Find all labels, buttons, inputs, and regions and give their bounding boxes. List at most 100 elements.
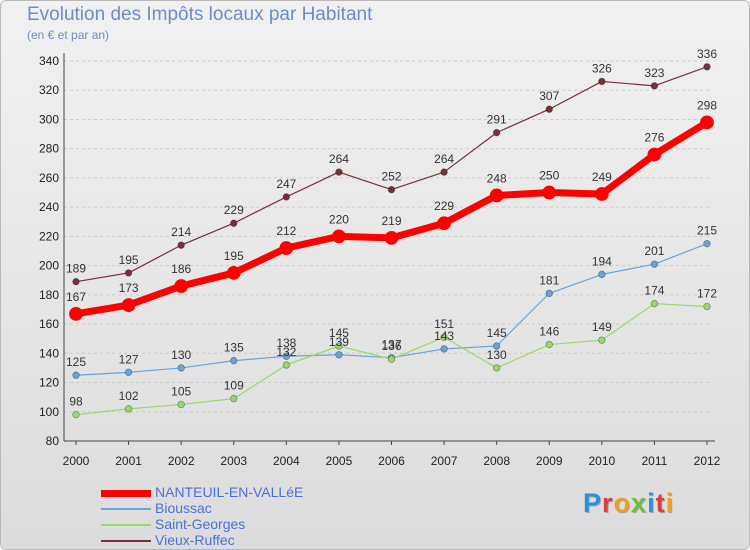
y-tick-label: 160 xyxy=(39,317,59,331)
data-label: 173 xyxy=(119,281,139,295)
data-point xyxy=(703,239,711,248)
data-label: 136 xyxy=(381,339,401,353)
x-tick-label: 2000 xyxy=(63,454,90,468)
data-label: 307 xyxy=(539,89,559,103)
data-point xyxy=(124,269,133,277)
data-label: 326 xyxy=(592,61,612,75)
data-label: 249 xyxy=(592,170,612,184)
data-label: 229 xyxy=(434,199,454,213)
legend-swatch xyxy=(101,508,151,510)
data-point xyxy=(545,105,553,113)
data-point xyxy=(384,230,399,245)
data-point xyxy=(177,241,185,249)
data-label: 145 xyxy=(487,326,507,340)
legend-label: NANTEUIL-EN-VALLéE xyxy=(155,484,304,500)
x-tick-label: 2001 xyxy=(115,454,142,468)
chart-subtitle: (en € et par an) xyxy=(27,28,110,42)
data-point xyxy=(230,219,238,227)
data-label: 194 xyxy=(592,254,612,268)
legend-item: NANTEUIL-EN-VALLéE xyxy=(101,484,401,501)
data-point xyxy=(387,355,396,363)
data-point xyxy=(437,216,451,231)
data-label: 248 xyxy=(487,171,507,185)
legend-label: Saint-Georges xyxy=(155,516,246,532)
data-label: 125 xyxy=(66,355,86,369)
x-tick-label: 2004 xyxy=(273,454,300,468)
logo-letter: i xyxy=(647,488,656,518)
data-label: 130 xyxy=(171,348,191,362)
data-label: 250 xyxy=(539,169,559,183)
logo-letter: r xyxy=(602,488,614,518)
data-point xyxy=(124,368,133,377)
y-tick-label: 260 xyxy=(39,171,59,185)
data-label: 336 xyxy=(697,47,717,61)
data-label: 167 xyxy=(66,290,86,304)
logo-letter: x xyxy=(631,488,648,518)
data-point xyxy=(335,168,343,176)
data-label: 138 xyxy=(276,336,296,350)
data-point xyxy=(492,342,501,350)
data-label: 139 xyxy=(329,335,349,349)
data-point xyxy=(650,260,659,268)
data-point xyxy=(594,187,609,201)
data-label: 102 xyxy=(119,389,139,403)
data-label: 264 xyxy=(434,152,454,166)
y-tick-label: 300 xyxy=(39,112,59,126)
data-point xyxy=(121,298,136,312)
data-label: 215 xyxy=(697,224,717,238)
data-label: 127 xyxy=(119,352,139,366)
data-point xyxy=(545,289,553,298)
legend-label: Vieux-Ruffec xyxy=(155,532,235,548)
data-point xyxy=(598,336,606,344)
data-label: 276 xyxy=(644,131,664,145)
x-tick-label: 2006 xyxy=(378,454,405,468)
x-tick-label: 2008 xyxy=(483,454,510,468)
data-label: 220 xyxy=(329,212,349,226)
data-label: 252 xyxy=(381,170,401,184)
data-point xyxy=(700,115,714,130)
y-tick-label: 80 xyxy=(46,434,60,448)
legend-swatch xyxy=(101,489,151,497)
data-label: 130 xyxy=(487,348,507,362)
x-tick-label: 2007 xyxy=(431,454,458,468)
data-label: 247 xyxy=(276,177,296,191)
proxiti-logo: Proxiti xyxy=(583,488,674,519)
data-label: 135 xyxy=(224,341,244,355)
y-tick-label: 140 xyxy=(39,346,59,360)
data-label: 264 xyxy=(329,152,349,166)
logo-letter: P xyxy=(583,488,603,518)
logo-letter: o xyxy=(613,488,632,518)
data-label: 195 xyxy=(119,253,139,267)
x-tick-label: 2003 xyxy=(220,454,247,468)
data-point xyxy=(282,361,291,369)
data-label: 172 xyxy=(697,287,717,301)
legend-item: Vieux-Ruffec xyxy=(101,532,401,549)
data-point xyxy=(703,63,711,71)
data-point xyxy=(440,345,448,353)
data-point xyxy=(124,405,133,413)
data-point xyxy=(440,168,448,176)
data-point xyxy=(335,351,343,359)
data-point xyxy=(650,299,659,308)
data-point xyxy=(598,77,606,86)
data-label: 149 xyxy=(592,320,612,334)
y-tick-label: 180 xyxy=(39,288,59,302)
data-point xyxy=(542,185,557,200)
axes: 80 100 120 140 160 180 200 220 240 260 280 300 320 34… xyxy=(39,53,721,468)
data-point xyxy=(69,306,83,321)
legend-swatch xyxy=(101,524,151,526)
chart-title: Evolution des Impôts locaux par Habitant xyxy=(27,4,373,25)
data-label: 229 xyxy=(224,203,244,217)
y-tick-label: 100 xyxy=(39,405,59,419)
data-label: 219 xyxy=(381,214,401,228)
data-point xyxy=(492,128,501,137)
data-label: 189 xyxy=(66,262,86,276)
data-label: 323 xyxy=(644,66,664,80)
y-tick-label: 320 xyxy=(39,83,59,97)
legend-item: Bioussac xyxy=(101,500,401,517)
data-label: 195 xyxy=(224,249,244,263)
data-point xyxy=(647,147,662,162)
data-point xyxy=(177,364,185,372)
